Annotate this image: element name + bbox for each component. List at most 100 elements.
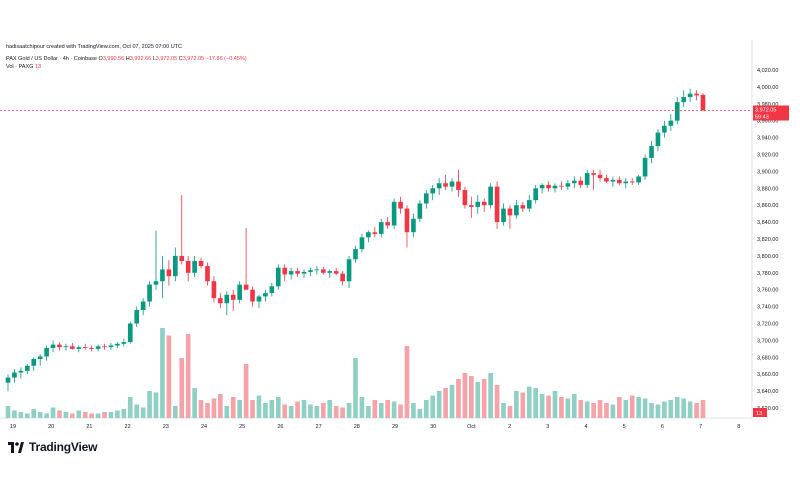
tradingview-logo-icon (8, 441, 24, 453)
candle-body (153, 281, 159, 285)
volume-bar (526, 386, 532, 418)
volume-bar (469, 376, 474, 418)
volume-bar (681, 398, 687, 418)
candle-body (340, 273, 345, 282)
candle-body (211, 281, 217, 299)
candle-body (76, 347, 82, 349)
open-label: O (98, 56, 103, 62)
candle-body (50, 344, 56, 349)
volume-bar (340, 407, 345, 418)
volume-bar (18, 412, 24, 418)
volume-bar (321, 403, 326, 418)
volume-bar (147, 391, 152, 418)
volume-bar (314, 406, 320, 418)
volume-bar (475, 382, 481, 418)
last-price-tag: 3,972.05 (755, 108, 776, 114)
candle-body (655, 132, 661, 147)
volume-bar (629, 395, 635, 418)
change-value: −17.86 (−0.45%) (205, 56, 247, 62)
candle-body (166, 269, 172, 277)
volume-bar (520, 392, 526, 418)
candle-body (250, 289, 255, 302)
candle-body (275, 267, 281, 287)
candle-body (475, 201, 481, 207)
volume-bar (185, 334, 191, 418)
candle-body (134, 309, 140, 324)
volume-bar (256, 395, 262, 418)
candle-body (127, 323, 133, 343)
volume-bar (24, 413, 30, 418)
candle-body (160, 269, 165, 282)
volume-bar (275, 397, 281, 418)
candle-body (423, 193, 429, 204)
candle-body (282, 267, 288, 275)
candle-body (501, 208, 506, 223)
price-tick-label: 3,920.00 (757, 153, 778, 159)
candle-body (44, 348, 49, 357)
candle-body (102, 346, 107, 348)
candle-body (494, 186, 500, 223)
close-label: C (178, 56, 183, 62)
candle-body (681, 97, 687, 103)
candle-body (82, 347, 88, 349)
volume-bar (398, 404, 403, 418)
volume-bar (456, 379, 461, 418)
candle-body (237, 284, 242, 300)
time-tick-label: Oct (467, 424, 476, 430)
volume-bar (37, 412, 43, 418)
low-value: 3,972.05 (155, 56, 178, 62)
candle-body (263, 293, 268, 297)
candle-body (591, 173, 596, 175)
candle-body (243, 284, 249, 290)
candle-body (121, 342, 127, 344)
close-value: 3,972.05 (182, 56, 205, 62)
candle-body (385, 222, 390, 226)
volume-bar (443, 388, 448, 418)
volume-bar (288, 406, 294, 418)
time-axis[interactable]: 19 20 21 22 23 24 25 26 27 28 29 30 Oct 2 3 4 5 6 7 8 (10, 424, 740, 430)
candle-body (694, 93, 699, 96)
candle-body (179, 255, 185, 261)
candle-body (481, 201, 487, 206)
volume-bar (617, 397, 622, 418)
candlesticks (5, 88, 706, 392)
volume-legend: Vol · PAXG 13 (6, 64, 41, 70)
candle-body (63, 346, 69, 348)
candle-body (18, 370, 24, 373)
volume-bar (514, 391, 519, 418)
volume-bar (108, 412, 114, 418)
volume-bar (95, 413, 101, 418)
candle-body (366, 232, 371, 238)
volume-bar (211, 398, 217, 418)
volume-bar (623, 400, 629, 418)
time-tick-label: 30 (430, 424, 436, 430)
volume-bar (359, 397, 365, 418)
candle-body (514, 205, 519, 216)
volume-bar (301, 400, 307, 418)
candle-body (436, 183, 442, 189)
candle-body (417, 203, 423, 219)
tradingview-brand[interactable]: TradingView (8, 440, 97, 454)
candle-body (668, 120, 674, 126)
volume-bar (571, 394, 577, 418)
candle-body (571, 180, 577, 184)
volume-value: 13 (34, 64, 42, 70)
volume-bar (192, 388, 197, 418)
volume-bar (565, 398, 571, 418)
volume-bar (70, 413, 75, 418)
price-tick-label: 3,760.00 (757, 288, 778, 294)
candle-body (172, 255, 178, 277)
volume-bar (5, 406, 11, 418)
candle-body (552, 185, 558, 189)
price-axis[interactable]: 4,020.00 4,000.00 3,980.00 3,960.00 3,940.00… (757, 68, 778, 412)
volume-bar (218, 394, 223, 418)
volume-bar (57, 410, 62, 418)
volume-bar (662, 401, 667, 418)
candle-body (333, 271, 339, 274)
candle-body (256, 296, 262, 302)
volume-bar (160, 328, 165, 418)
price-tick-label: 3,900.00 (757, 169, 778, 175)
candle-body (559, 185, 564, 187)
volume-bar (481, 379, 487, 418)
